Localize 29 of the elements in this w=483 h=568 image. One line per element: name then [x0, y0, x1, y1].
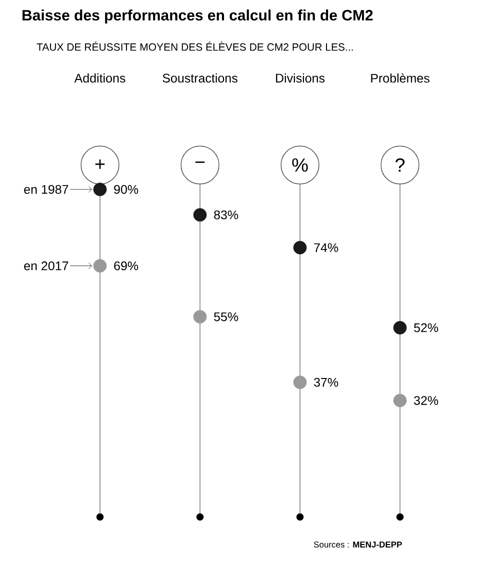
data-label: 90% [114, 184, 138, 194]
text: % [292, 158, 308, 172]
data-label: 32% [414, 396, 438, 405]
source-note: Sources : MENJ-DEPP [314, 542, 402, 548]
data-label: 37% [314, 378, 338, 387]
point [393, 321, 407, 334]
text: en 1987 [24, 184, 68, 194]
point [193, 310, 207, 324]
text: ? [396, 158, 405, 172]
chart-title: Baisse des performances en calcul en fin de CM2 [22, 10, 373, 24]
text: + [95, 160, 105, 169]
data-label: 55% [214, 312, 238, 322]
point [293, 376, 307, 390]
text: en 2017 [24, 261, 68, 270]
point [293, 240, 307, 254]
text: − [195, 162, 205, 163]
x-tick-label: Additions [74, 73, 126, 83]
x-tick-label: Soustractions [162, 73, 238, 83]
data-label: 52% [414, 323, 438, 332]
point [93, 259, 107, 273]
chart-subtitle: TAUX DE RÉUSSITE MOYEN DES ÉLÈVES DE CM2 POUR LES... [36, 42, 353, 51]
point [393, 394, 407, 408]
point [93, 182, 107, 196]
point [193, 208, 207, 222]
data-label: 83% [214, 210, 238, 220]
x-tick-label: Problèmes [371, 73, 430, 83]
data-label: 69% [114, 261, 138, 270]
data-label: 74% [314, 243, 338, 252]
x-tick-label: Divisions [276, 73, 325, 83]
